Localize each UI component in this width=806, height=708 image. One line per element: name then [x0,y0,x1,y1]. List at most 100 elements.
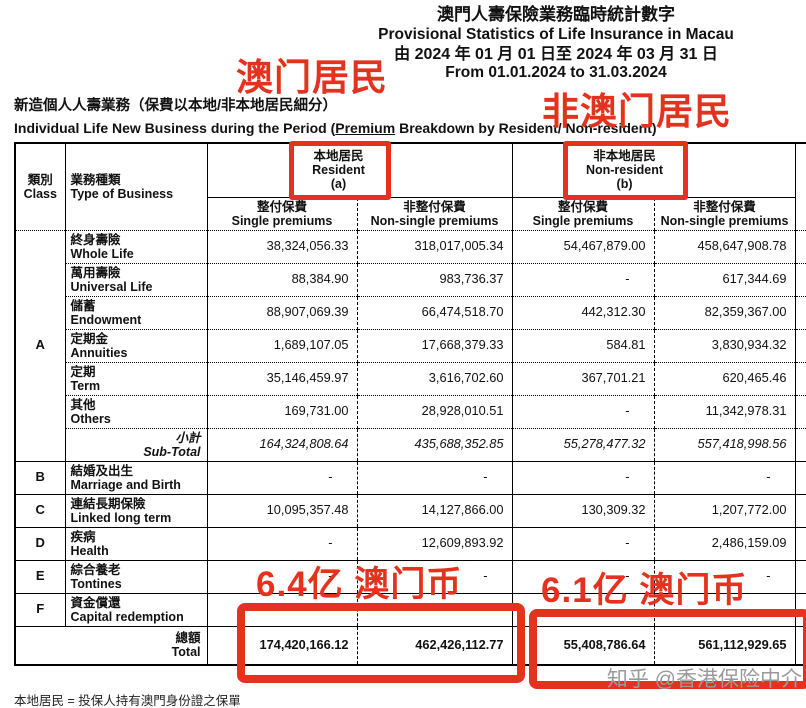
label-subtotal-zh: 小計 [175,430,201,445]
label-health: 疾病 Health [64,527,207,561]
cell-value: 983,736.37 [356,263,513,297]
header-nonresident-group: 非本地居民 Non-resident (b) [511,144,796,198]
row-marriage-birth: B 結婚及出生 Marriage and Birth - - - - [16,461,806,495]
cell-value: - [206,560,357,594]
row-universal-life: 萬用壽險 Universal Life 88,384.90 983,736.37… [16,263,806,297]
header-resident-mark: (a) [330,177,347,192]
row-endowment: 儲蓄 Endowment 88,907,069.39 66,474,518.70… [16,296,806,330]
row-linked-long-term: C 連結長期保險 Linked long term 10,095,357.48 … [16,494,806,528]
label-annuities-zh: 定期金 [70,331,109,346]
header-type-zh: 業務種類 [70,172,121,187]
label-others-zh: 其他 [70,397,96,412]
row-others: 其他 Others 169,731.00 28,928,010.51 - 11,… [16,395,806,429]
label-annuities-en: Annuities [70,345,128,360]
cell-value: - [653,560,796,594]
cell-cutoff [794,461,806,495]
cell-subtotal-value: 164,324,808.64 [206,428,357,462]
header-group-row: 類別 Class 業務種類 Type of Business 本地居民 Resi… [16,144,806,231]
label-marriage-birth-zh: 結婚及出生 [70,463,134,478]
section-title-en: Individual Life New Business during the … [14,120,657,136]
cell-value: 367,701.21 [511,362,655,396]
label-subtotal: 小計 Sub-Total [64,428,207,462]
label-term-zh: 定期 [70,364,96,379]
cell-value: 3,616,702.60 [356,362,513,396]
cell-value: 14,127,866.00 [356,494,513,528]
cell-value: 35,146,459.97 [206,362,357,396]
class-b-cell: B [16,461,65,495]
label-tontines-en: Tontines [70,576,122,591]
cell-value: - [356,560,513,594]
cell-value: 28,928,010.51 [356,395,513,429]
header-res-single: 整付保費 Single premiums [206,197,357,231]
class-a-cell: A [16,230,65,462]
header-type: 業務種類 Type of Business [64,144,207,231]
header-res-nonsingle: 非整付保費 Non-single premiums [356,197,513,231]
header-nr-single-en: Single premiums [532,213,634,228]
header-nonresident-en: Non-resident [585,163,664,178]
cell-cutoff [794,230,806,264]
cell-value: 11,342,978.31 [653,395,796,429]
cell-subtotal-value: 557,418,998.56 [653,428,796,462]
label-endowment-en: Endowment [70,312,142,327]
class-d-cell: D [16,527,65,561]
cell-value: 17,668,379.33 [356,329,513,363]
label-marriage-birth: 結婚及出生 Marriage and Birth [64,461,207,495]
cell-cutoff [794,626,806,664]
cell-cutoff [794,428,806,462]
row-total: 總額 Total 174,420,166.12 462,426,112.77 5… [16,626,806,664]
cell-value: - [511,560,655,594]
header-class-zh: 類別 [27,172,53,187]
annotation-nonresident-total-note: 6.1亿 澳门币 [541,571,748,610]
header-nr-single: 整付保費 Single premiums [511,197,655,231]
annotation-resident-label: 澳门居民 [236,57,388,98]
header-class-en: Class [23,186,57,201]
label-endowment-zh: 儲蓄 [70,298,96,313]
label-others: 其他 Others [64,395,207,429]
cell-value: - [511,461,655,495]
statistics-table: 類別 Class 業務種類 Type of Business 本地居民 Resi… [16,144,806,664]
cell-value: - [511,395,655,429]
doc-title-en: Provisional Statistics of Life Insurance… [378,25,734,43]
row-annuities: 定期金 Annuities 1,689,107.05 17,668,379.33… [16,329,806,363]
header-class: 類別 Class [16,144,65,231]
label-tontines: 綜合養老 Tontines [64,560,207,594]
label-whole-life: 終身壽險 Whole Life [64,230,207,264]
label-whole-life-zh: 終身壽險 [70,232,121,247]
cell-cutoff [794,527,806,561]
label-others-en: Others [70,411,111,426]
footnote: 本地居民 = 投保人持有澳門身份證之保單 [14,694,241,708]
header-resident-en: Resident [312,163,365,178]
cell-cutoff [794,296,806,330]
header-res-single-en: Single premiums [231,213,333,228]
header-resident-zh: 本地居民 [313,149,364,164]
label-marriage-birth-en: Marriage and Birth [70,477,181,492]
section-title-en-underlined: Premium [335,120,396,136]
class-c-cell: C [16,494,65,528]
header-res-nonsingle-en: Non-single premiums [370,213,499,228]
label-tontines-zh: 綜合養老 [70,562,121,577]
label-capital-redemption-en: Capital redemption [70,609,184,624]
highlight-box-resident-header [289,141,391,200]
section-title-en-prefix: Individual Life New Business during the … [14,120,336,136]
cell-cutoff [794,560,806,594]
header-nr-nonsingle-zh: 非整付保費 [693,199,756,214]
cell-value: 12,609,893.92 [356,527,513,561]
header-res-nonsingle-zh: 非整付保費 [403,199,466,214]
cell-value: - [206,461,357,495]
label-linked-long-term-en: Linked long term [70,510,172,525]
cell-subtotal-value: 55,278,477.32 [511,428,655,462]
label-health-zh: 疾病 [70,529,96,544]
cell-value: 66,474,518.70 [356,296,513,330]
label-total-en: Total [171,645,201,660]
cell-cutoff [794,494,806,528]
cell-value: - [356,461,513,495]
label-endowment: 儲蓄 Endowment [64,296,207,330]
cell-total-value: 462,426,112.77 [356,626,513,664]
cell-cutoff [794,362,806,396]
cell-value: 1,689,107.05 [206,329,357,363]
cell-value: - [653,461,796,495]
cell-value: 318,017,005.34 [356,230,513,264]
header-nr-nonsingle: 非整付保費 Non-single premiums [653,197,796,231]
cell-value: - [511,263,655,297]
